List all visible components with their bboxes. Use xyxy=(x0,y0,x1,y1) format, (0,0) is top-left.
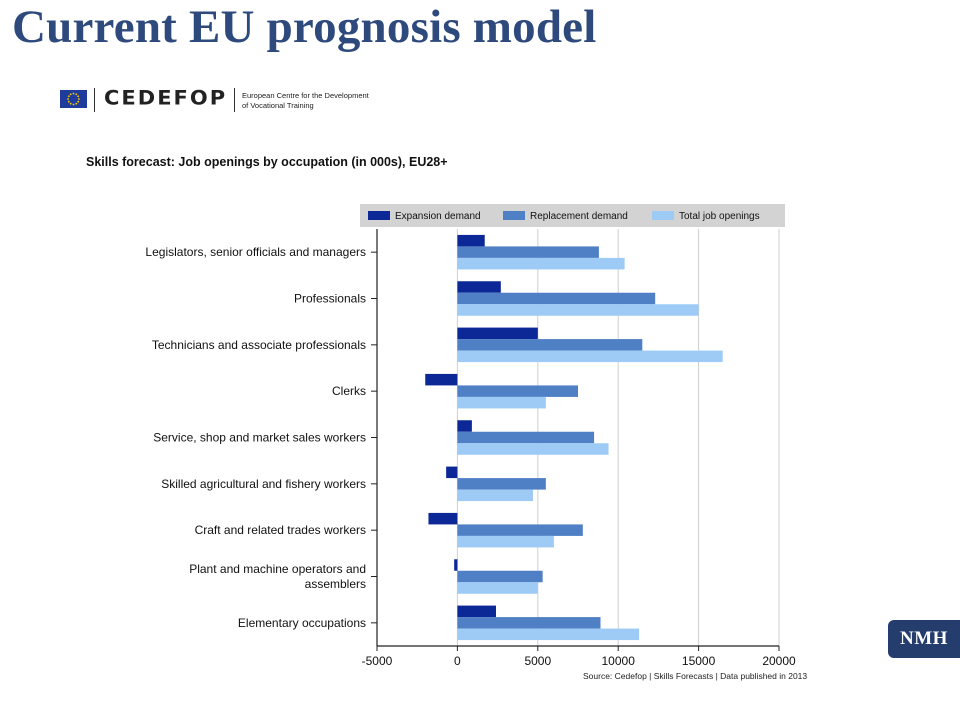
bar xyxy=(457,396,546,409)
category-label: Craft and related trades workers xyxy=(195,523,366,537)
bar xyxy=(457,339,643,351)
logo-caption: European Centre for the Development of V… xyxy=(242,91,369,111)
category-label-line: Service, shop and market sales workers xyxy=(153,431,366,445)
bar xyxy=(457,385,578,397)
category-label-line: Elementary occupations xyxy=(238,616,366,630)
bar xyxy=(457,617,601,629)
bar xyxy=(457,234,485,247)
bar xyxy=(457,535,554,548)
bar xyxy=(457,246,599,258)
x-tick-label: -5000 xyxy=(362,654,393,668)
cedefop-wordmark: CEDEFOP xyxy=(104,86,228,110)
legend-swatch xyxy=(503,211,525,220)
bar xyxy=(457,605,496,618)
x-tick-label: 0 xyxy=(454,654,461,668)
bar xyxy=(457,420,472,432)
logo-divider xyxy=(94,88,95,112)
category-label: Legislators, senior officials and manage… xyxy=(145,245,366,259)
chart-source: Source: Cedefop | Skills Forecasts | Dat… xyxy=(583,671,808,681)
chart-title: Skills forecast: Job openings by occupat… xyxy=(86,155,448,169)
category-label-line: Plant and machine operators and xyxy=(189,562,366,576)
legend-swatch xyxy=(652,211,674,220)
legend-swatch xyxy=(368,211,390,220)
bar xyxy=(457,292,656,305)
category-label: Elementary occupations xyxy=(238,616,366,630)
legend-box xyxy=(360,204,785,227)
bar xyxy=(454,559,458,571)
category-label: Service, shop and market sales workers xyxy=(153,431,366,445)
category-label-line: Clerks xyxy=(332,384,366,398)
bar xyxy=(457,489,533,502)
bar xyxy=(457,443,609,455)
bar xyxy=(446,466,458,479)
bar xyxy=(457,327,538,340)
category-label-line: Legislators, senior officials and manage… xyxy=(145,245,366,259)
bar xyxy=(457,350,723,363)
category-label-line: Technicians and associate professionals xyxy=(152,338,366,352)
category-label: Professionals xyxy=(294,292,366,306)
logo-caption-line1: European Centre for the Development xyxy=(242,91,369,100)
category-label: Skilled agricultural and fishery workers xyxy=(161,477,366,491)
bar xyxy=(425,373,458,386)
x-tick-label: 15000 xyxy=(682,654,716,668)
category-label: Clerks xyxy=(332,384,366,398)
category-label-line: Skilled agricultural and fishery workers xyxy=(161,477,366,491)
eu-flag-icon xyxy=(60,90,87,108)
bar xyxy=(457,524,583,536)
bar xyxy=(457,257,625,270)
legend-label: Total job openings xyxy=(679,211,760,222)
category-label: Technicians and associate professionals xyxy=(152,338,366,352)
legend-label: Expansion demand xyxy=(395,211,481,222)
bar xyxy=(457,478,546,490)
bar xyxy=(457,431,595,444)
bar xyxy=(457,304,699,316)
category-label-line: Professionals xyxy=(294,292,366,306)
logo-caption-line2: of Vocational Training xyxy=(242,101,314,110)
x-tick-label: 5000 xyxy=(524,654,551,668)
nmh-logo: NMH xyxy=(888,620,960,658)
logo-divider xyxy=(234,88,235,112)
bar xyxy=(428,512,458,525)
category-label-line: Craft and related trades workers xyxy=(195,523,366,537)
x-tick-label: 20000 xyxy=(762,654,796,668)
x-tick-label: 10000 xyxy=(602,654,636,668)
category-label: Plant and machine operators and assembler… xyxy=(189,562,366,591)
category-label-line: assemblers xyxy=(305,577,366,591)
bar xyxy=(457,281,501,293)
legend-label: Replacement demand xyxy=(530,211,628,222)
bar xyxy=(457,582,538,594)
bar xyxy=(457,628,640,641)
bar xyxy=(457,570,543,583)
slide-title: Current EU prognosis model xyxy=(12,1,597,53)
